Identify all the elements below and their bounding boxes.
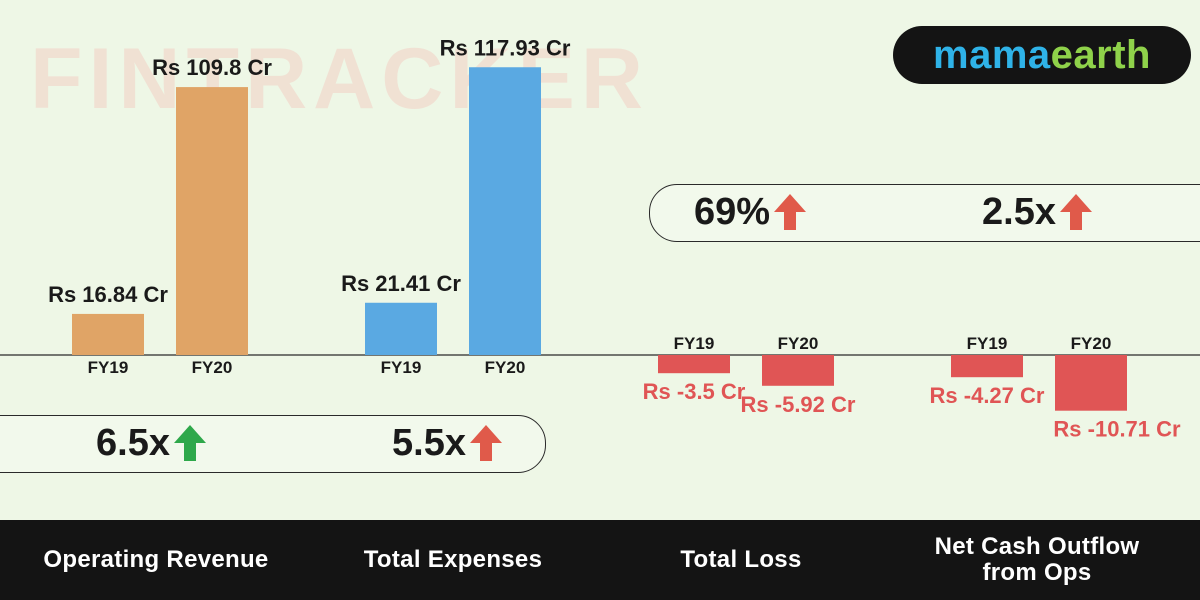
- revenue-category-label-fy19: FY19: [88, 358, 129, 377]
- loss-bar-fy19: [658, 355, 730, 374]
- expenses-category-label-fy19: FY19: [381, 358, 422, 377]
- growth-loss: 69%: [694, 184, 808, 240]
- growth-revenue-value: 6.5x: [96, 421, 170, 464]
- revenue-category-label-fy20: FY20: [192, 358, 233, 377]
- revenue-bar-fy20: [176, 87, 248, 355]
- growth-pill-left: [0, 415, 546, 473]
- footer-label-cashflow: Net Cash Outflow from Ops: [886, 520, 1188, 600]
- expenses-value-label-fy19: Rs 21.41 Cr: [341, 271, 461, 296]
- growth-revenue: 6.5x: [96, 415, 208, 471]
- cashflow-category-label-fy19: FY19: [967, 334, 1008, 353]
- loss-category-label-fy19: FY19: [674, 334, 715, 353]
- revenue-value-label-fy19: Rs 16.84 Cr: [48, 282, 168, 307]
- loss-bar-fy20: [762, 355, 834, 386]
- cashflow-bar-fy20: [1055, 355, 1127, 411]
- cashflow-value-label-fy20: Rs -10.71 Cr: [1053, 417, 1181, 442]
- cashflow-bar-fy19: [951, 355, 1023, 378]
- revenue-bar-fy19: [72, 313, 144, 355]
- cashflow-category-label-fy20: FY20: [1071, 334, 1112, 353]
- bar-chart: Rs 16.84 Cr FY19 Rs 109.8 Cr FY20 Rs 21.41 C…: [0, 35, 1200, 442]
- footer-label-expenses: Total Expenses: [363, 546, 543, 573]
- brand-logo: mama earth: [893, 26, 1191, 84]
- arrow-up-red-icon: [774, 194, 807, 230]
- footer-label-cashflow-line1: Net Cash Outflow: [934, 533, 1140, 560]
- brand-logo-part1: mama: [933, 32, 1051, 77]
- arrow-up-red-icon: [469, 425, 502, 461]
- growth-cashflow: 2.5x: [982, 184, 1094, 240]
- loss-value-label-fy20: Rs -5.92 Cr: [741, 392, 856, 417]
- footer: Operating Revenue Total Expenses Total L…: [0, 520, 1200, 600]
- footer-label-cashflow-line2: from Ops: [982, 559, 1092, 586]
- cashflow-value-label-fy19: Rs -4.27 Cr: [930, 383, 1045, 408]
- expenses-bar-fy20: [469, 67, 541, 356]
- expenses-category-label-fy20: FY20: [485, 358, 526, 377]
- footer-label-loss: Total Loss: [680, 546, 802, 573]
- brand-logo-part2: earth: [1050, 32, 1151, 77]
- expenses-bar-fy19: [365, 302, 437, 355]
- loss-category-label-fy20: FY20: [778, 334, 819, 353]
- growth-expenses-value: 5.5x: [392, 421, 466, 464]
- growth-cashflow-value: 2.5x: [982, 190, 1056, 233]
- footer-label-revenue: Operating Revenue: [43, 546, 269, 573]
- loss-value-label-fy19: Rs -3.5 Cr: [643, 379, 746, 404]
- arrow-up-green-icon: [173, 425, 206, 461]
- growth-pill-right: [649, 184, 1200, 242]
- growth-expenses: 5.5x: [392, 415, 504, 471]
- expenses-value-label-fy20: Rs 117.93 Cr: [440, 35, 571, 60]
- arrow-up-red-icon: [1059, 194, 1092, 230]
- growth-loss-value: 69%: [694, 190, 771, 233]
- revenue-value-label-fy20: Rs 109.8 Cr: [152, 55, 272, 80]
